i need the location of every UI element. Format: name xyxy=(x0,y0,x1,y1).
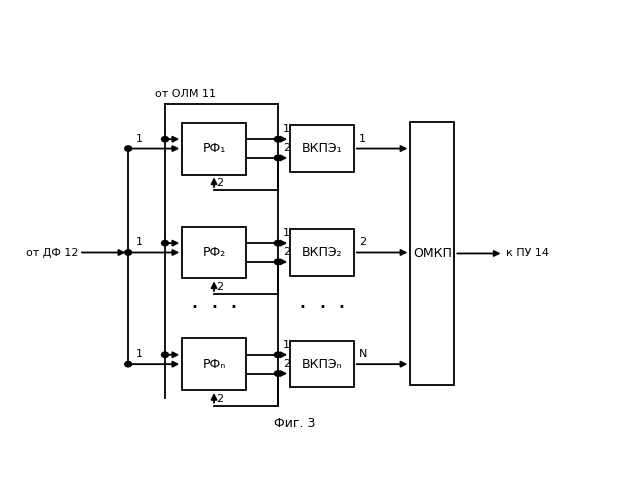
Text: РФ₁: РФ₁ xyxy=(203,142,225,155)
Text: к ПУ 14: к ПУ 14 xyxy=(506,248,549,258)
Circle shape xyxy=(274,136,281,142)
Text: 2: 2 xyxy=(283,358,290,368)
Text: ОМКП: ОМКП xyxy=(413,247,452,260)
Text: ·: · xyxy=(210,296,218,320)
Circle shape xyxy=(125,146,132,151)
Text: Фиг. 3: Фиг. 3 xyxy=(274,416,316,430)
Circle shape xyxy=(274,240,281,246)
FancyBboxPatch shape xyxy=(410,122,454,386)
Circle shape xyxy=(161,240,168,246)
Text: ·: · xyxy=(298,296,306,320)
Circle shape xyxy=(274,371,281,376)
Text: 1: 1 xyxy=(283,228,290,238)
Text: ·: · xyxy=(230,296,237,320)
Circle shape xyxy=(161,352,168,358)
Text: 2: 2 xyxy=(216,282,223,292)
FancyBboxPatch shape xyxy=(182,122,246,174)
Text: 1: 1 xyxy=(135,134,142,143)
Text: 2: 2 xyxy=(283,143,290,153)
FancyBboxPatch shape xyxy=(182,226,246,278)
Circle shape xyxy=(161,136,168,142)
Text: 1: 1 xyxy=(135,349,142,359)
FancyBboxPatch shape xyxy=(290,126,354,172)
Text: N: N xyxy=(359,349,367,359)
Circle shape xyxy=(274,259,281,264)
Text: 2: 2 xyxy=(359,238,366,248)
Text: РФₙ: РФₙ xyxy=(203,358,225,370)
Text: от ДФ 12: от ДФ 12 xyxy=(26,248,78,258)
Circle shape xyxy=(125,362,132,367)
Text: ВКПЭₙ: ВКПЭₙ xyxy=(302,358,342,370)
Text: 2: 2 xyxy=(283,247,290,257)
Circle shape xyxy=(274,352,281,358)
Text: ВКПЭ₁: ВКПЭ₁ xyxy=(302,142,342,155)
Text: ВКПЭ₂: ВКПЭ₂ xyxy=(302,246,342,259)
Text: РФ₂: РФ₂ xyxy=(203,246,225,259)
Text: ·: · xyxy=(337,296,346,320)
Text: от ОЛМ 11: от ОЛМ 11 xyxy=(155,90,216,100)
Text: 1: 1 xyxy=(283,340,290,350)
Text: 1: 1 xyxy=(359,134,366,143)
Text: ·: · xyxy=(191,296,198,320)
FancyBboxPatch shape xyxy=(290,230,354,276)
Text: 1: 1 xyxy=(135,238,142,248)
Text: ·: · xyxy=(318,296,326,320)
Text: 1: 1 xyxy=(283,124,290,134)
Circle shape xyxy=(274,155,281,160)
FancyBboxPatch shape xyxy=(182,338,246,390)
Text: 2: 2 xyxy=(216,178,223,188)
Circle shape xyxy=(125,250,132,255)
Text: 2: 2 xyxy=(216,394,223,404)
FancyBboxPatch shape xyxy=(290,341,354,387)
